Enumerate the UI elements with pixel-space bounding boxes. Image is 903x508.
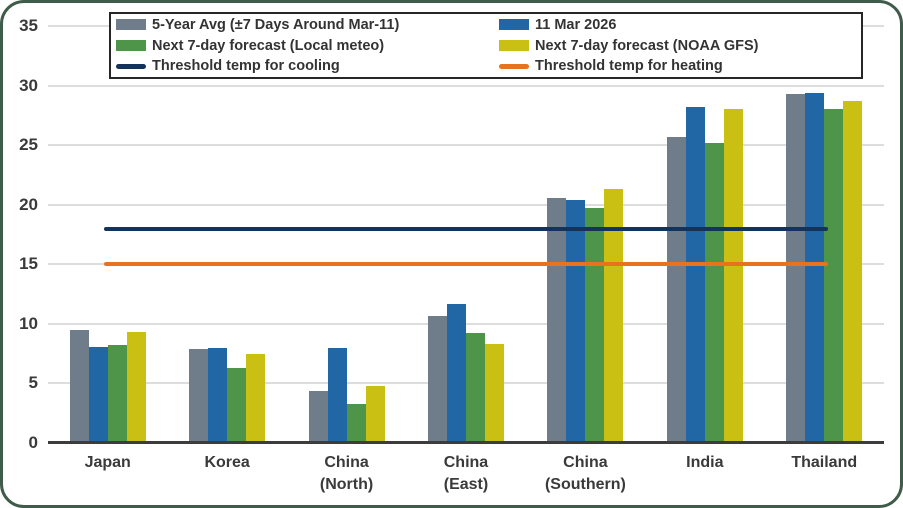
y-tick-label-5: 5 (28, 373, 38, 393)
legend-swatch-icon (499, 19, 529, 31)
x-axis-labels: Japan Korea China (North) China (East) China… (48, 452, 884, 495)
legend-swatch-icon (116, 63, 146, 69)
legend-label: Next 7-day forecast (Local meteo) (152, 37, 385, 54)
bar (69, 329, 89, 443)
y-tick-label-25: 25 (19, 135, 38, 155)
threshold-line-heating (103, 262, 829, 267)
x-category-label: China (Southern) (544, 454, 626, 493)
plot-area (48, 25, 884, 444)
legend-item: Next 7-day forecast (Local meteo) (116, 36, 499, 56)
bar (843, 101, 863, 443)
legend-item: Threshold temp for cooling (116, 56, 499, 76)
legend: 5-Year Avg (±7 Days Around Mar-11) 11 Mar… (109, 12, 863, 79)
bar-group (526, 26, 645, 443)
bar (666, 136, 686, 443)
x-category-label: India (686, 454, 724, 471)
bar (704, 142, 724, 443)
bar (308, 390, 328, 443)
bar (604, 189, 624, 443)
bar (786, 93, 806, 443)
x-axis-baseline (48, 441, 884, 444)
bar (327, 347, 347, 443)
bar-group (48, 26, 167, 443)
bar (365, 385, 385, 443)
x-category-label: Japan (84, 454, 131, 471)
y-tick-label-15: 15 (19, 254, 38, 274)
y-axis-labels: 0 5 10 15 20 25 30 35 (3, 16, 38, 452)
bar (189, 348, 209, 443)
y-tick-label-10: 10 (19, 313, 38, 333)
legend-label: 11 Mar 2026 (535, 16, 617, 33)
bar (208, 347, 228, 443)
bar (346, 403, 366, 443)
bar (88, 346, 108, 443)
threshold-line-cooling (103, 226, 829, 231)
legend-label: Threshold temp for cooling (152, 58, 340, 75)
legend-item: 11 Mar 2026 (499, 15, 861, 35)
legend-label: Threshold temp for heating (535, 58, 723, 75)
bar (446, 303, 466, 443)
x-category-label: China (East) (443, 454, 489, 493)
gridline-30 (48, 84, 884, 87)
legend-label: Next 7-day forecast (NOAA GFS) (535, 37, 759, 54)
bar-groups (48, 26, 884, 443)
bar (107, 345, 127, 443)
gridline-25 (48, 144, 884, 147)
bar-group (645, 26, 764, 443)
legend-swatch-icon (499, 40, 529, 51)
x-category-label: Korea (204, 454, 250, 471)
legend-swatch-icon (499, 63, 529, 69)
bar-group (167, 26, 286, 443)
gridline-10 (48, 322, 884, 325)
bar (824, 109, 844, 443)
legend-item: Next 7-day forecast (NOAA GFS) (499, 36, 861, 56)
bar (723, 109, 743, 443)
gridline-20 (48, 203, 884, 206)
legend-label: 5-Year Avg (±7 Days Around Mar-11) (152, 16, 400, 33)
bar-group (406, 26, 525, 443)
bar (585, 208, 605, 443)
legend-item: Threshold temp for heating (499, 56, 861, 76)
y-tick-label-35: 35 (19, 16, 38, 35)
bar (227, 367, 247, 443)
y-tick-label-0: 0 (28, 433, 38, 452)
bar-group (765, 26, 884, 443)
bar-group (287, 26, 406, 443)
x-category-label: China (North) (319, 454, 374, 493)
bar (547, 197, 567, 443)
y-tick-label-30: 30 (19, 75, 38, 95)
legend-swatch-icon (116, 40, 146, 51)
bar (805, 92, 825, 443)
legend-item: 5-Year Avg (±7 Days Around Mar-11) (116, 15, 499, 35)
bar (685, 107, 705, 443)
bar (465, 333, 485, 443)
bar (566, 199, 586, 443)
bar (484, 344, 504, 443)
bar (126, 332, 146, 443)
x-category-label: Thailand (791, 454, 858, 471)
bar (246, 353, 266, 443)
bar (427, 315, 447, 443)
y-tick-label-20: 20 (19, 194, 38, 214)
legend-swatch-icon (116, 19, 146, 31)
